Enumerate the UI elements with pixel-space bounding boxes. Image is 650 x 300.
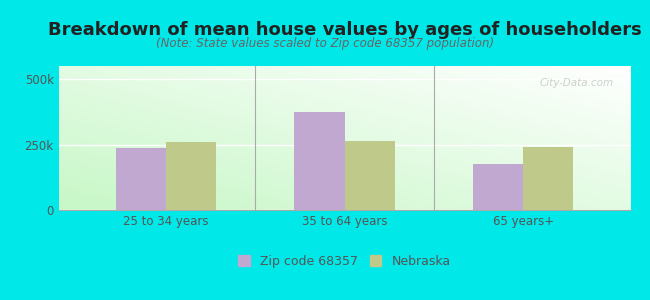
Bar: [294, 112, 344, 210]
Bar: [523, 147, 573, 210]
Bar: [166, 142, 216, 210]
Text: City-Data.com: City-Data.com: [540, 77, 614, 88]
Legend: Zip code 68357, Nebraska: Zip code 68357, Nebraska: [233, 250, 456, 273]
Title: Breakdown of mean house values by ages of householders: Breakdown of mean house values by ages o…: [47, 21, 642, 39]
Text: (Note: State values scaled to Zip code 68357 population): (Note: State values scaled to Zip code 6…: [156, 38, 494, 50]
Bar: [116, 148, 166, 210]
Bar: [473, 164, 523, 210]
Bar: [344, 141, 395, 210]
